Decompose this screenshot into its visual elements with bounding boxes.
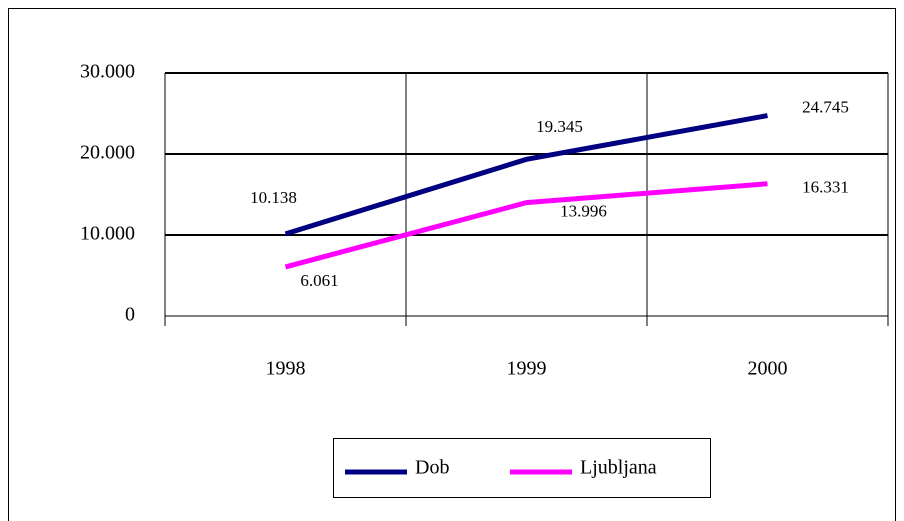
data-label: 10.138 (250, 188, 297, 207)
y-tick-label: 10.000 (80, 223, 135, 245)
data-label: 24.745 (802, 97, 849, 116)
chart-border (8, 8, 896, 521)
x-tick-label: 1998 (266, 358, 306, 380)
data-label: 19.345 (536, 117, 583, 136)
x-tick-label: 2000 (748, 358, 788, 380)
legend-box (333, 438, 711, 498)
y-tick-label: 30.000 (80, 61, 135, 83)
data-label: 6.061 (300, 271, 338, 290)
series-line (284, 181, 768, 270)
legend-label: Dob (415, 457, 449, 479)
x-tick-label: 1999 (507, 358, 547, 380)
series-line (284, 113, 768, 237)
data-label: 13.996 (560, 202, 607, 221)
y-tick-label: 0 (125, 304, 135, 326)
y-tick-label: 20.000 (80, 142, 135, 164)
data-label: 16.331 (802, 178, 849, 197)
legend-label: Ljubljana (580, 457, 657, 479)
